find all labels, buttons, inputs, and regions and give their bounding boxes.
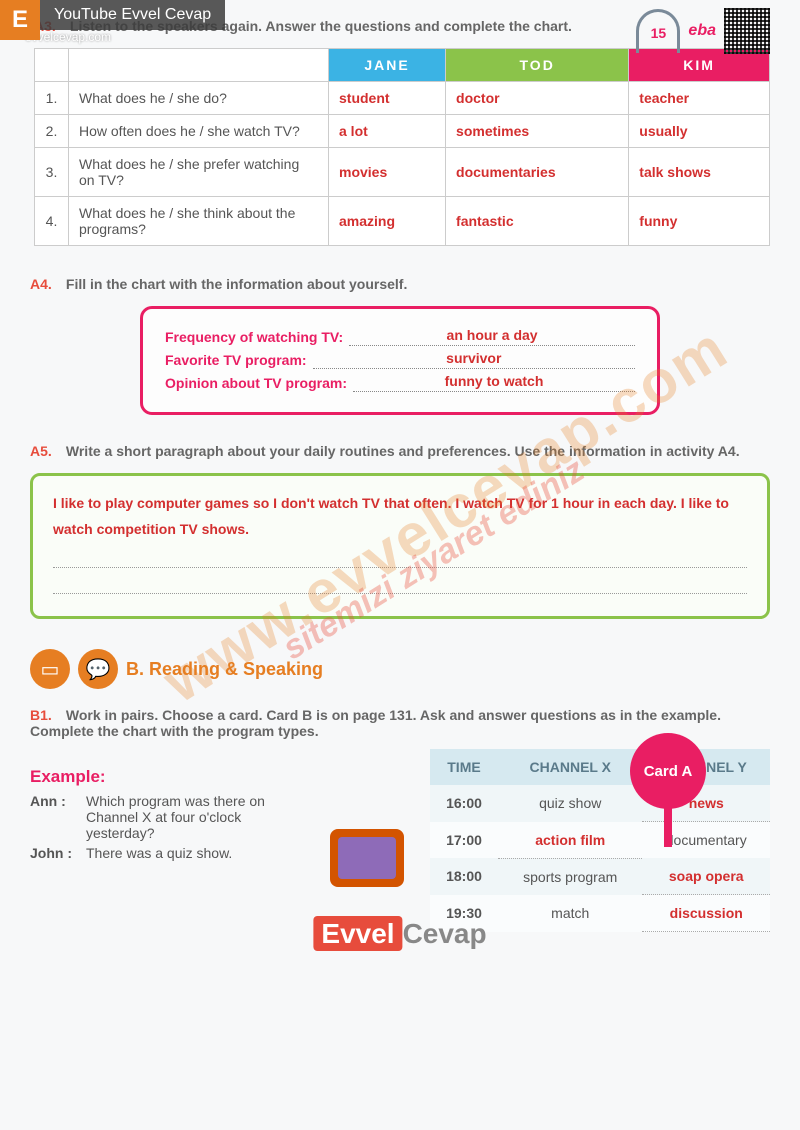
program-cell: documentary (642, 822, 770, 859)
blank-line (53, 568, 747, 594)
answer-cell: documentaries (446, 148, 629, 197)
answer-cell: sometimes (446, 115, 629, 148)
dialog: Ann : Which program was there on Channel… (30, 793, 310, 861)
answer-cell: soap opera (642, 858, 770, 895)
answer-cell: discussion (642, 895, 770, 932)
col-tod: TOD (446, 49, 629, 82)
a4-row: Opinion about TV program: funny to watch (165, 375, 635, 392)
program-cell: match (498, 895, 643, 932)
footer-left: Evvel (313, 916, 402, 951)
a3-table: JANE TOD KIM 1. What does he / she do? s… (34, 48, 770, 246)
blank-line (53, 542, 747, 568)
col-time: TIME (430, 749, 498, 785)
a4-box: Frequency of watching TV: an hour a day … (140, 306, 660, 415)
dialog-row: Ann : Which program was there on Channel… (30, 793, 310, 841)
speaker-text: Which program was there on Channel X at … (86, 793, 296, 841)
time-cell: 18:00 (430, 858, 498, 895)
row-num: 3. (35, 148, 69, 197)
a4-answer: funny to watch (445, 373, 544, 389)
col-channel-x: CHANNEL X (498, 749, 643, 785)
table-row: 18:00 sports program soap opera (430, 858, 770, 895)
col-jane: JANE (329, 49, 446, 82)
table-row: 17:00 action film documentary (430, 822, 770, 859)
tv-icon (330, 829, 404, 887)
example-label: Example: (30, 767, 310, 787)
a4-label: A4. (30, 276, 62, 292)
a5-label: A5. (30, 443, 62, 459)
time-cell: 16:00 (430, 785, 498, 822)
row-question: How often does he / she watch TV? (69, 115, 329, 148)
table-row: 4. What does he / she think about the pr… (35, 197, 770, 246)
topbar-title: YouTube Evvel Cevap (40, 0, 225, 30)
section-b-title: B. Reading & Speaking (126, 659, 323, 680)
a4-field-value: survivor (313, 352, 635, 369)
row-num: 2. (35, 115, 69, 148)
answer-cell: talk shows (629, 148, 770, 197)
row-question: What does he / she do? (69, 82, 329, 115)
book-icon: ▭ (30, 649, 70, 689)
footer-right: Cevap (403, 918, 487, 949)
a4-field-label: Frequency of watching TV: (165, 329, 343, 345)
a4-instruction: Fill in the chart with the information a… (66, 276, 407, 292)
eba-logo: eba (688, 22, 716, 40)
answer-cell: usually (629, 115, 770, 148)
table-row: 2. How often does he / she watch TV? a l… (35, 115, 770, 148)
answer-cell: a lot (329, 115, 446, 148)
footer-watermark: EvvelCevap (313, 918, 486, 950)
answer-cell: action film (498, 822, 643, 859)
activity-b1: B1. Work in pairs. Choose a card. Card B… (30, 707, 770, 932)
headphone-icon: 15 (636, 9, 680, 53)
speech-icon: 💬 (78, 649, 118, 689)
b1-label: B1. (30, 707, 62, 723)
table-row: 3. What does he / she prefer watching on… (35, 148, 770, 197)
program-cell: sports program (498, 858, 643, 895)
a4-row: Favorite TV program: survivor (165, 352, 635, 369)
a4-answer: survivor (446, 350, 501, 366)
answer-cell: student (329, 82, 446, 115)
program-cell: quiz show (498, 785, 643, 822)
table-row: 16:00 quiz show news (430, 785, 770, 822)
card-stem (664, 807, 672, 847)
dialog-row: John : There was a quiz show. (30, 845, 310, 861)
a4-field-label: Opinion about TV program: (165, 375, 347, 391)
answer-cell: amazing (329, 197, 446, 246)
table-row: 1. What does he / she do? student doctor… (35, 82, 770, 115)
a5-instruction: Write a short paragraph about your daily… (66, 443, 740, 459)
a4-field-value: an hour a day (349, 329, 635, 346)
a4-row: Frequency of watching TV: an hour a day (165, 329, 635, 346)
row-num: 4. (35, 197, 69, 246)
section-b-header: ▭ 💬 B. Reading & Speaking (30, 649, 770, 689)
b1-table: TIME CHANNEL X CHANNEL Y 16:00 quiz show… (430, 749, 770, 932)
activity-a5: A5. Write a short paragraph about your d… (30, 443, 770, 619)
audio-number: 15 (651, 25, 667, 41)
watermark-badge: E (0, 0, 40, 40)
a5-paragraph: I like to play computer games so I don't… (53, 490, 747, 542)
answer-cell: movies (329, 148, 446, 197)
speaker-text: There was a quiz show. (86, 845, 296, 861)
card-a-badge: Card A (630, 733, 706, 809)
speaker-name: Ann : (30, 793, 86, 841)
activity-a4: A4. Fill in the chart with the informati… (30, 276, 770, 415)
row-num: 1. (35, 82, 69, 115)
answer-cell: funny (629, 197, 770, 246)
answer-cell: fantastic (446, 197, 629, 246)
answer-cell: teacher (629, 82, 770, 115)
row-question: What does he / she think about the progr… (69, 197, 329, 246)
a4-answer: an hour a day (447, 327, 538, 343)
header-icons: 15 eba (636, 8, 770, 54)
b1-instruction: Work in pairs. Choose a card. Card B is … (30, 707, 721, 739)
row-question: What does he / she prefer watching on TV… (69, 148, 329, 197)
time-cell: 17:00 (430, 822, 498, 859)
speaker-name: John : (30, 845, 86, 861)
qr-code-icon (724, 8, 770, 54)
a5-box: I like to play computer games so I don't… (30, 473, 770, 619)
a4-field-value: funny to watch (353, 375, 635, 392)
a4-field-label: Favorite TV program: (165, 352, 307, 368)
answer-cell: doctor (446, 82, 629, 115)
